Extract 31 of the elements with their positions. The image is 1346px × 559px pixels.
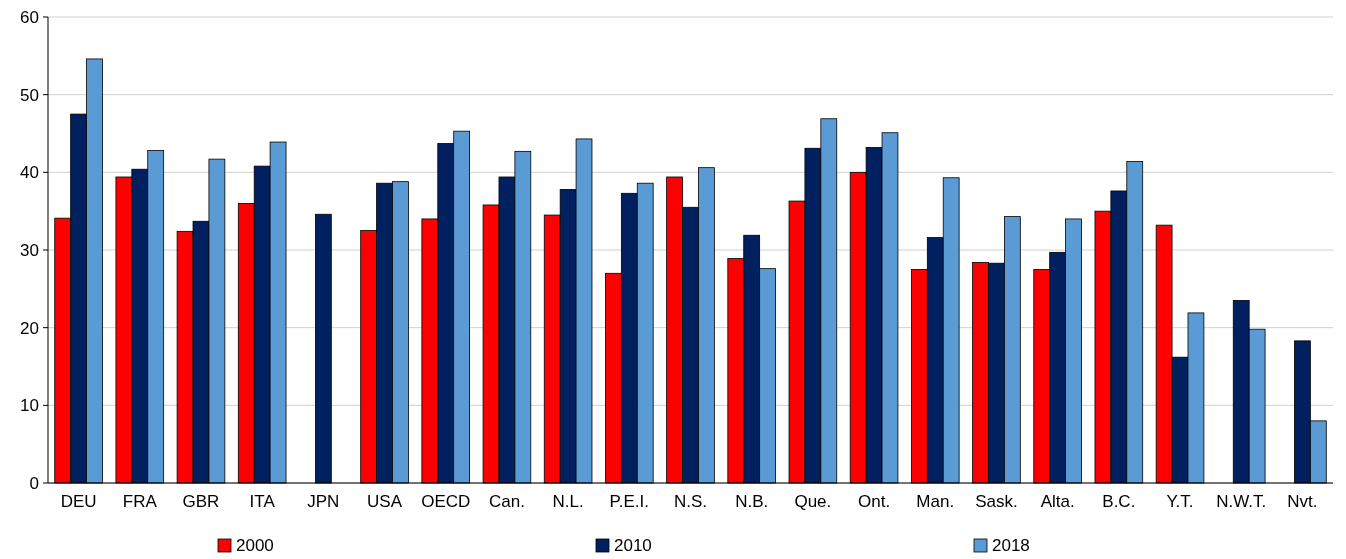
y-tick-label: 40 xyxy=(20,163,39,183)
y-tick-label: 20 xyxy=(20,318,39,338)
x-tick-label: USA xyxy=(367,492,403,511)
y-tick-label: 10 xyxy=(20,396,39,416)
x-tick-label: N.L. xyxy=(552,492,584,511)
x-tick-label: Y.T. xyxy=(1166,492,1194,511)
x-tick-label: DEU xyxy=(60,492,97,511)
x-tick-label: Sask. xyxy=(975,492,1018,511)
legend-label: 2018 xyxy=(992,536,1030,555)
y-tick-label: 30 xyxy=(20,240,39,260)
x-tick-label: N.W.T. xyxy=(1216,492,1267,511)
x-tick-label: Can. xyxy=(488,492,525,511)
x-tick-label: Nvt. xyxy=(1287,492,1318,511)
x-tick-label: JPN xyxy=(307,492,340,511)
x-tick-label: N.B. xyxy=(735,492,769,511)
x-tick-label: B.C. xyxy=(1102,492,1136,511)
x-tick-label: Que. xyxy=(794,492,832,511)
x-tick-label: GBR xyxy=(182,492,220,511)
legend-label: 2000 xyxy=(236,536,274,555)
x-tick-label: Ont. xyxy=(858,492,891,511)
x-tick-label: P.E.I. xyxy=(609,492,649,511)
x-tick-label: N.S. xyxy=(673,492,708,511)
legend-label: 2010 xyxy=(614,536,652,555)
x-tick-label: OECD xyxy=(421,492,471,511)
y-tick-label: 0 xyxy=(29,473,39,493)
x-tick-label: Alta. xyxy=(1040,492,1075,511)
x-tick-label: FRA xyxy=(122,492,158,511)
y-tick-label: 50 xyxy=(20,85,39,105)
x-tick-label: Man. xyxy=(916,492,955,511)
x-tick-label: ITA xyxy=(249,492,276,511)
y-tick-label: 60 xyxy=(20,7,39,27)
